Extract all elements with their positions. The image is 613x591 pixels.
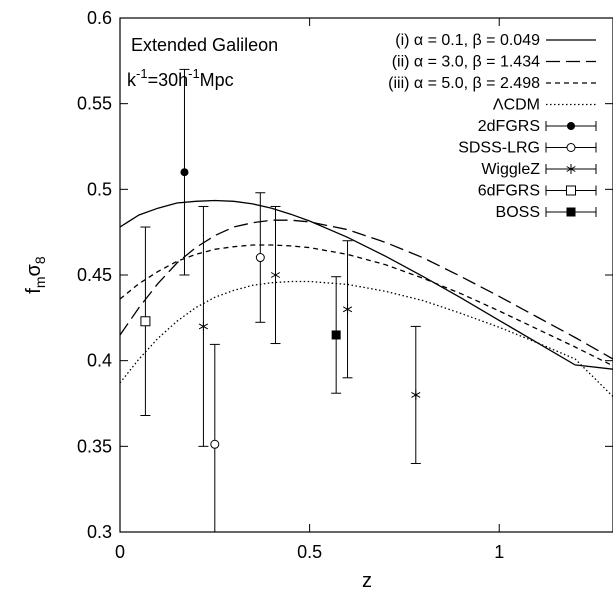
legend-label: WiggleZ [481,161,540,178]
legend-label: 2dFGRS [478,118,540,135]
series-line-i-0-1-0-049 [120,199,613,370]
marker-wigglez [270,270,281,280]
legend-label: (i) α = 0.1, β = 0.049 [395,32,540,49]
legend-label: 6dFGRS [478,183,540,200]
axis-ticks: 0 0.5 1 0.3 0.35 0.4 0.45 0.5 0.55 0.6 [77,8,613,562]
data-point-sdss-lrg [209,343,220,532]
marker-wigglez [342,304,353,315]
legend-marker-6dfgrs [566,185,576,196]
legend-item-boss: BOSS [496,204,597,221]
legend-item-wigglez: WiggleZ [481,161,597,178]
marker-boss [331,330,341,340]
legend-marker-wigglez [566,164,576,174]
y-axis-label: fmσ8 [23,256,48,294]
data-point-wigglez [270,205,281,345]
legend-marker-2dfgrs [567,122,575,130]
y-tick-label: 0.55 [77,94,112,114]
legend-item-iii-5-0-2-498: (iii) α = 5.0, β = 2.498 [388,75,596,92]
y-tick-label: 0.4 [87,351,112,371]
legend-label: ΛCDM [493,97,540,114]
legend: (i) α = 0.1, β = 0.049 (ii) α = 3.0, β = … [388,32,597,221]
legend-item-2dfgrs: 2dFGRS [478,118,597,135]
data-points [140,68,421,532]
y-tick-label: 0.3 [87,522,112,542]
x-tick-label: 0.5 [297,542,322,562]
legend-item-sdss-lrg: SDSS-LRG [458,140,597,157]
scale-annotation: k-1=30h-1Mpc [127,66,234,90]
y-tick-label: 0.6 [87,8,112,28]
legend-marker-sdss-lrg [566,143,576,152]
legend-label: BOSS [496,204,540,221]
x-axis-label: z [362,570,372,591]
series-line-ii-3-0-1-434 [120,219,613,360]
x-tick-label: 0 [115,542,125,562]
data-point-wigglez [198,205,209,447]
marker-wigglez [411,389,421,400]
data-point-6dfgrs [140,226,151,416]
marker-2dfgrs [180,168,189,177]
series-line-cdm [120,280,613,398]
legend-item-cdm: ΛCDM [493,97,596,114]
y-tick-label: 0.5 [87,179,112,199]
theory-curves [120,199,613,398]
legend-item-ii-3-0-1-434: (ii) α = 3.0, β = 1.434 [392,54,596,71]
data-point-sdss-lrg [255,192,266,323]
marker-sdss-lrg [210,439,220,449]
series-line-iii-5-0-2-498 [120,244,613,367]
legend-marker-boss [566,207,576,217]
data-point-boss [331,276,342,394]
x-tick-label: 1 [494,542,504,562]
legend-label: (iii) α = 5.0, β = 2.498 [388,75,540,92]
marker-6dfgrs [140,316,151,327]
y-tick-label: 0.45 [77,265,112,285]
legend-item-6dfgrs: 6dFGRS [478,183,597,200]
legend-item-i-0-1-0-049: (i) α = 0.1, β = 0.049 [395,32,596,49]
y-tick-label: 0.35 [77,436,112,456]
data-point-2dfgrs [179,68,190,276]
model-annotation: Extended Galileon [131,35,278,55]
plot-frame [119,17,613,533]
legend-label: (ii) α = 3.0, β = 1.434 [392,54,540,71]
data-point-wigglez [410,325,421,464]
data-point-wigglez [342,240,353,379]
legend-label: SDSS-LRG [458,140,540,157]
marker-wigglez [198,321,209,332]
marker-sdss-lrg [255,253,265,263]
